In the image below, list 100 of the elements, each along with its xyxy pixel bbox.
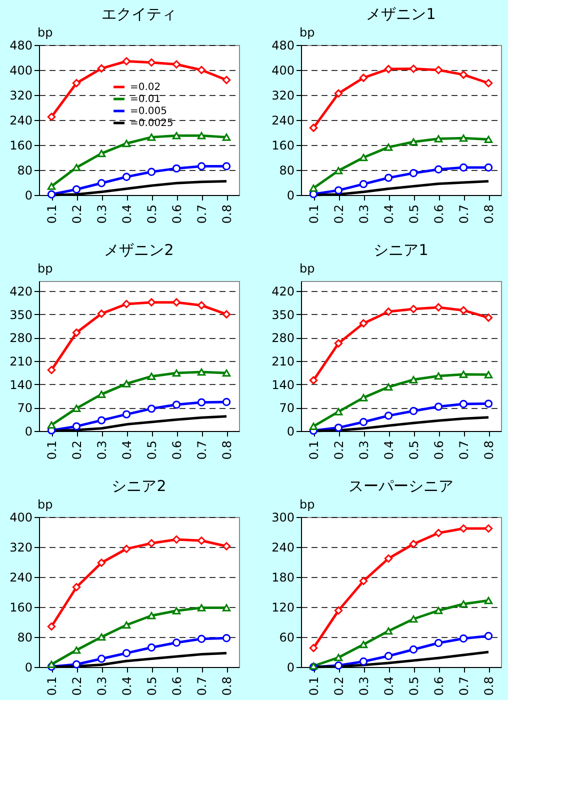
point <box>97 179 106 188</box>
y-tick-label: 320 <box>272 88 294 102</box>
y-tick-label: 120 <box>272 600 294 614</box>
point <box>459 524 468 533</box>
x-tick-label: 0.5 <box>145 204 159 224</box>
y-tick-label: 0 <box>286 424 294 438</box>
point <box>459 600 468 608</box>
x-tick-label: 0.7 <box>195 440 209 460</box>
chart-title: メザニン2 <box>104 241 174 259</box>
point <box>72 404 81 412</box>
x-tick-label: 0.1 <box>45 204 59 224</box>
point <box>409 304 418 314</box>
point <box>197 66 206 74</box>
y-tick-label: 420 <box>272 284 294 298</box>
point <box>484 524 493 533</box>
point <box>122 57 131 66</box>
chart-title: シニア1 <box>374 241 428 259</box>
point <box>409 406 418 416</box>
point <box>409 169 418 178</box>
point <box>459 163 468 172</box>
point <box>459 370 468 378</box>
point <box>147 134 156 141</box>
y-axis-title: bp <box>38 262 53 276</box>
point <box>97 416 106 424</box>
x-tick-label: 0.6 <box>170 204 184 224</box>
point <box>434 638 443 648</box>
point <box>484 163 493 172</box>
y-tick-label: 0 <box>286 660 294 674</box>
y-axis-title: bp <box>300 498 315 512</box>
y-tick-label: 160 <box>10 600 32 614</box>
point <box>72 328 81 337</box>
point <box>222 310 231 318</box>
point <box>47 366 56 374</box>
point <box>384 554 393 563</box>
x-tick-label: 0.4 <box>382 676 396 696</box>
x-tick-label: 0.2 <box>70 440 84 460</box>
y-tick-label: 420 <box>10 284 32 298</box>
x-tick-label: 0.3 <box>95 440 109 460</box>
y-tick-label: 400 <box>272 64 294 78</box>
x-tick-label: 0.5 <box>407 204 421 224</box>
point <box>172 400 181 409</box>
point <box>334 424 343 432</box>
chart-title: メザニン1 <box>366 5 436 23</box>
point <box>122 410 131 418</box>
x-tick-label: 0.8 <box>220 204 234 224</box>
point <box>384 627 393 635</box>
x-tick-label: 0.6 <box>432 676 446 696</box>
point <box>409 138 418 146</box>
x-tick-label: 0.4 <box>120 676 134 696</box>
point <box>434 402 443 411</box>
point <box>97 558 106 567</box>
point <box>309 644 318 652</box>
point <box>459 400 468 408</box>
x-tick-label: 0.8 <box>482 204 496 224</box>
x-tick-label: 0.8 <box>482 676 496 696</box>
x-tick-label: 0.7 <box>457 440 471 460</box>
y-axis-title: bp <box>38 498 53 512</box>
y-tick-label: 280 <box>10 331 32 346</box>
point <box>72 646 81 654</box>
point <box>484 371 493 378</box>
point <box>147 168 156 176</box>
point <box>197 604 206 612</box>
point <box>197 368 206 376</box>
y-tick-label: 180 <box>272 570 294 584</box>
point <box>147 643 156 652</box>
point <box>172 638 181 647</box>
y-tick-label: 300 <box>272 510 294 524</box>
y-tick-label: 80 <box>17 630 32 644</box>
y-tick-label: 140 <box>10 378 32 392</box>
point <box>459 70 468 79</box>
point <box>409 540 418 548</box>
point <box>384 412 393 420</box>
x-tick-label: 0.5 <box>407 440 421 460</box>
point <box>147 404 156 413</box>
point <box>147 372 156 380</box>
point <box>222 162 231 170</box>
y-tick-label: 140 <box>272 378 294 392</box>
point <box>484 596 493 604</box>
y-tick-label: 240 <box>10 570 32 584</box>
point <box>147 539 156 548</box>
y-tick-label: 60 <box>279 630 294 644</box>
point <box>409 615 418 623</box>
y-tick-label: 480 <box>10 38 32 52</box>
point <box>97 310 106 318</box>
point <box>97 64 106 73</box>
chart-title: スーパーシニア <box>348 477 454 495</box>
y-tick-label: 210 <box>272 354 294 368</box>
x-tick-label: 0.7 <box>195 204 209 224</box>
x-tick-label: 0.1 <box>307 204 321 224</box>
point <box>122 380 131 388</box>
x-tick-label: 0.6 <box>432 440 446 460</box>
point <box>384 64 393 74</box>
point <box>97 390 106 398</box>
x-tick-label: 0.3 <box>95 676 109 696</box>
y-tick-label: 0 <box>286 188 294 202</box>
y-tick-label: 240 <box>272 540 294 554</box>
x-tick-label: 0.6 <box>432 204 446 224</box>
point <box>97 654 106 663</box>
x-tick-label: 0.4 <box>382 204 396 224</box>
x-tick-label: 0.6 <box>170 676 184 696</box>
